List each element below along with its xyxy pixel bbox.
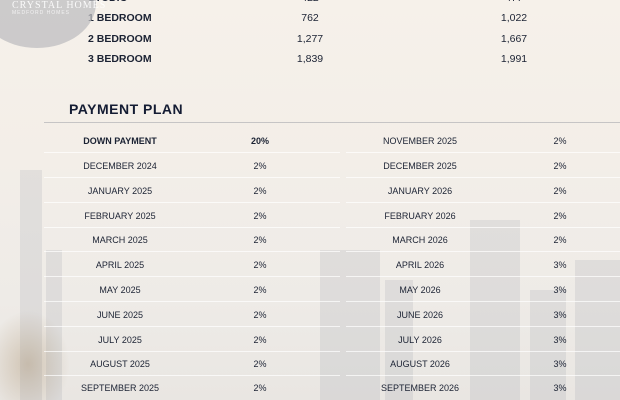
payment-row: DOWN PAYMENT 20% NOVEMBER 2025 2%	[0, 129, 620, 153]
installment-label: FEBRUARY 2026	[384, 211, 456, 221]
unit-type: STUDIO	[88, 0, 128, 4]
payment-row: JANUARY 2025 2% JANUARY 2026 2%	[0, 179, 620, 203]
unit-row: 1 BEDROOM 762 1,022	[0, 10, 620, 26]
unit-size-min: 762	[301, 12, 319, 24]
payment-row: SEPTEMBER 2025 2% SEPTEMBER 2026 3%	[0, 376, 620, 400]
installment-percent: 3%	[553, 383, 567, 393]
row-divider	[346, 251, 620, 252]
installment-label: DECEMBER 2024	[83, 161, 157, 171]
installment-label: MAY 2026	[399, 285, 441, 295]
payment-row: APRIL 2025 2% APRIL 2026 3%	[0, 253, 620, 277]
installment-percent: 3%	[553, 310, 567, 320]
row-divider	[346, 301, 620, 302]
unit-row: 2 BEDROOM 1,277 1,667	[0, 31, 620, 47]
row-divider	[44, 276, 340, 277]
installment-label: AUGUST 2025	[90, 359, 150, 369]
installment-percent: 2%	[553, 161, 567, 171]
unit-type: 3 BEDROOM	[88, 53, 152, 65]
installment-percent: 2%	[553, 235, 567, 245]
payment-row: FEBRUARY 2025 2% FEBRUARY 2026 2%	[0, 204, 620, 228]
row-divider	[346, 202, 620, 203]
row-divider	[44, 152, 340, 153]
unit-size-max: 1,991	[500, 53, 528, 65]
installment-label: AUGUST 2026	[390, 359, 450, 369]
installment-percent: 2%	[253, 335, 267, 345]
unit-row: STUDIO 422 477	[0, 0, 620, 6]
row-divider	[346, 276, 620, 277]
row-divider	[44, 351, 340, 352]
unit-size-min: 1,277	[296, 33, 324, 45]
brand-logo-text: CRYSTAL HOMES	[12, 0, 107, 11]
installment-percent: 2%	[553, 186, 567, 196]
brand-logo-tagline: MEDFORD HOMES	[12, 10, 70, 16]
installment-label: DOWN PAYMENT	[83, 136, 157, 146]
payment-row: DECEMBER 2024 2% DECEMBER 2025 2%	[0, 154, 620, 178]
unit-size-max: 477	[494, 0, 534, 4]
installment-percent: 2%	[253, 186, 267, 196]
installment-percent: 2%	[253, 211, 267, 221]
row-divider	[346, 375, 620, 376]
installment-label: SEPTEMBER 2026	[380, 383, 460, 393]
installment-percent: 2%	[253, 383, 267, 393]
unit-type: 2 BEDROOM	[88, 33, 152, 45]
installment-percent: 2%	[253, 285, 267, 295]
installment-label: MARCH 2026	[392, 235, 448, 245]
unit-size-min: 1,839	[296, 53, 324, 65]
installment-label: FEBRUARY 2025	[84, 211, 156, 221]
unit-row: 3 BEDROOM 1,839 1,991	[0, 51, 620, 67]
installment-percent: 3%	[553, 285, 567, 295]
installment-percent: 2%	[253, 260, 267, 270]
row-divider	[346, 351, 620, 352]
installment-percent: 2%	[253, 161, 267, 171]
installment-label: APRIL 2025	[95, 260, 145, 270]
title-divider	[44, 122, 620, 123]
installment-label: JULY 2026	[398, 335, 442, 345]
installment-label: NOVEMBER 2025	[382, 136, 458, 146]
installment-label: JULY 2025	[98, 335, 142, 345]
row-divider	[346, 177, 620, 178]
installment-label: MAY 2025	[99, 285, 141, 295]
installment-percent: 2%	[253, 235, 267, 245]
payment-row: MARCH 2025 2% MARCH 2026 2%	[0, 228, 620, 252]
row-divider	[44, 177, 340, 178]
unit-size-min: 422	[290, 0, 330, 4]
installment-percent: 20%	[250, 136, 269, 146]
installment-percent: 3%	[553, 260, 567, 270]
row-divider	[44, 375, 340, 376]
payment-row: JUNE 2025 2% JUNE 2026 3%	[0, 303, 620, 327]
installment-label: JANUARY 2025	[87, 186, 153, 196]
payment-row: MAY 2025 2% MAY 2026 3%	[0, 278, 620, 302]
payment-row: AUGUST 2025 2% AUGUST 2026 3%	[0, 352, 620, 376]
installment-label: JANUARY 2026	[387, 186, 453, 196]
installment-label: APRIL 2026	[395, 260, 445, 270]
unit-size-max: 1,667	[500, 33, 528, 45]
row-divider	[44, 251, 340, 252]
payment-row: JULY 2025 2% JULY 2026 3%	[0, 328, 620, 352]
installment-percent: 3%	[553, 359, 567, 369]
installment-label: JUNE 2026	[396, 310, 444, 320]
unit-size-max: 1,022	[500, 12, 528, 24]
installment-label: DECEMBER 2025	[383, 161, 457, 171]
installment-label: JUNE 2025	[96, 310, 144, 320]
row-divider	[44, 227, 340, 228]
row-divider	[44, 202, 340, 203]
row-divider	[346, 326, 620, 327]
installment-percent: 3%	[553, 335, 567, 345]
unit-type: 1 BEDROOM	[88, 12, 152, 24]
installment-percent: 2%	[553, 211, 567, 221]
installment-label: MARCH 2025	[92, 235, 148, 245]
row-divider	[346, 227, 620, 228]
row-divider	[44, 326, 340, 327]
row-divider	[346, 152, 620, 153]
payment-plan-title: PAYMENT PLAN	[69, 101, 184, 117]
installment-percent: 2%	[253, 359, 267, 369]
installment-percent: 2%	[553, 136, 567, 146]
row-divider	[44, 301, 340, 302]
installment-label: SEPTEMBER 2025	[80, 383, 160, 393]
installment-percent: 2%	[253, 310, 267, 320]
